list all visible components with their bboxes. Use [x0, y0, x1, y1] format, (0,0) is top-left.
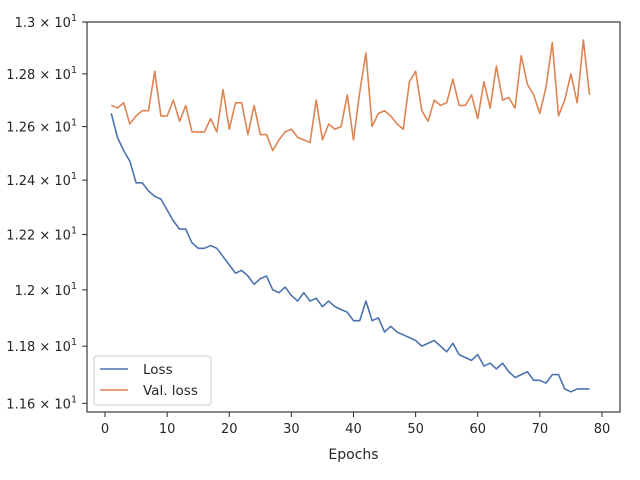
plot-background — [87, 22, 620, 412]
x-tick-label: 40 — [345, 422, 362, 437]
legend-label-loss: Loss — [143, 362, 173, 378]
series-layer — [110, 39, 591, 393]
y-tick-label: 1.16 × 101 — [6, 394, 77, 412]
legend: Loss Val. loss — [93, 355, 212, 406]
x-tick-label: 50 — [407, 422, 424, 437]
x-tick-label: 60 — [469, 422, 486, 437]
x-tick-label: 20 — [221, 422, 238, 437]
x-tick-label: 70 — [532, 422, 549, 437]
x-tick-label: 10 — [159, 422, 176, 437]
x-tick-label: 80 — [594, 422, 611, 437]
y-tick-label: 1.2 × 101 — [15, 281, 77, 299]
x-tick-label: 0 — [101, 422, 109, 437]
x-tick-label: 30 — [283, 422, 300, 437]
y-tick-label: 1.28 × 101 — [6, 65, 77, 83]
y-tick-label: 1.26 × 101 — [6, 118, 77, 136]
y-tick-label: 1.22 × 101 — [6, 226, 77, 244]
x-axis: 0 10 20 30 40 50 60 70 80 — [101, 412, 610, 437]
series-line-loss — [110, 113, 590, 393]
x-axis-label: Epochs — [328, 447, 378, 463]
series-line-val-loss — [110, 39, 591, 152]
y-axis: 1.16 × 101 1.18 × 101 1.2 × 101 1.22 × 101 1… — [6, 13, 87, 412]
y-tick-label: 1.3 × 101 — [15, 13, 77, 31]
y-tick-label: 1.18 × 101 — [6, 337, 77, 355]
legend-label-val-loss: Val. loss — [143, 383, 198, 399]
y-tick-label: 1.24 × 101 — [6, 171, 77, 189]
